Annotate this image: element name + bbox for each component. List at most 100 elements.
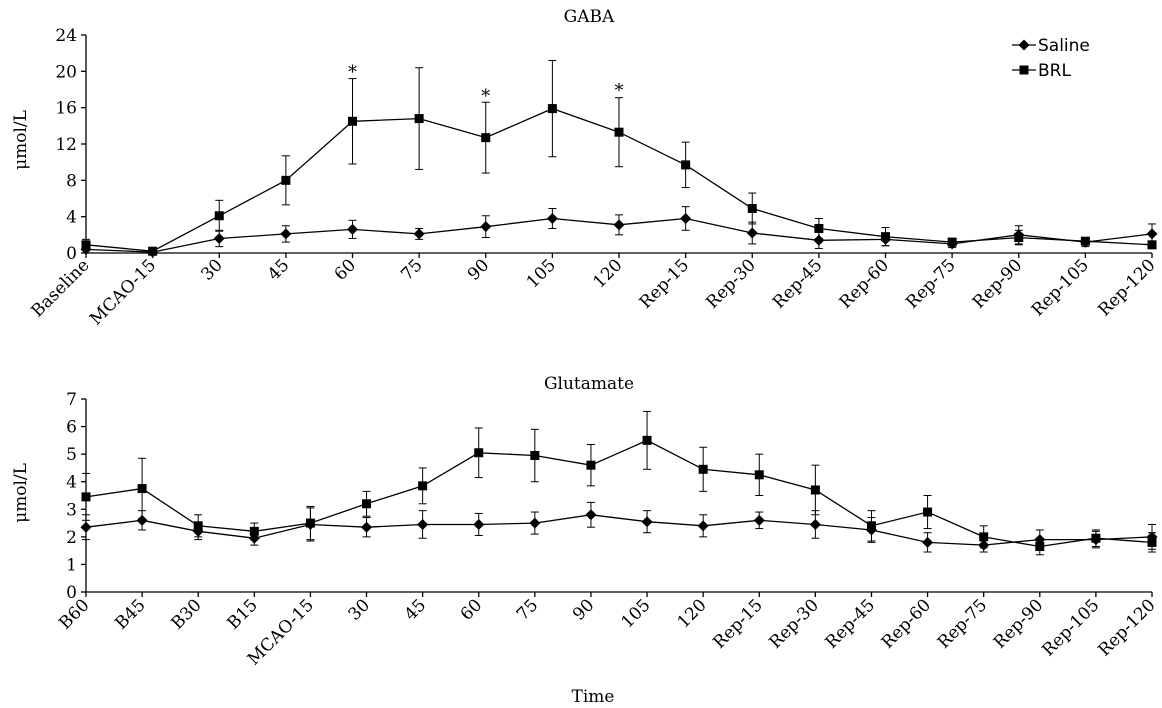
- glutamate-brl-line: [85, 439, 1153, 548]
- glutamate-x-tick-label: 45: [401, 595, 430, 624]
- glutamate-y-tick-label: 1: [66, 555, 77, 575]
- gaba-x-tick-label: Rep-30: [702, 255, 759, 312]
- glutamate-x-tick-label: B30: [167, 595, 205, 633]
- glutamate-y-tick-label: 4: [66, 473, 77, 493]
- glutamate-saline-point: [809, 518, 821, 530]
- glutamate-x-tick-label: B60: [55, 595, 93, 633]
- gaba-significance-marker: *: [481, 86, 490, 107]
- glutamate-saline-point: [585, 509, 597, 521]
- gaba-brl-point: [814, 223, 824, 233]
- glutamate-saline-point: [80, 521, 92, 533]
- glutamate-brl-point: [418, 481, 428, 491]
- glutamate-saline-point: [361, 521, 373, 533]
- glutamate-saline-point: [641, 516, 653, 528]
- legend-saline-diamond-marker: [1018, 39, 1030, 51]
- glutamate-saline-point: [753, 514, 765, 526]
- legend-item-brl: BRL: [1012, 61, 1071, 81]
- gaba-y-tick-label: 12: [55, 135, 77, 155]
- glutamate-brl-point: [698, 464, 708, 474]
- glutamate-saline-line: [85, 514, 1153, 546]
- gaba-y-tick-label: 4: [66, 208, 77, 228]
- gaba-x-tick-label: Baseline: [28, 255, 94, 321]
- gaba-brl-point: [547, 104, 557, 114]
- glutamate-x-tick-label: B15: [224, 595, 262, 633]
- gaba-x-tick-label: 105: [523, 255, 560, 292]
- glutamate-x-tick-label: Rep-90: [990, 595, 1047, 652]
- glutamate-x-tick-label: 105: [617, 595, 654, 632]
- gaba-x-tick-label: 45: [264, 255, 293, 284]
- glutamate-saline-point: [473, 518, 485, 530]
- glutamate-x-tick-label: Rep-45: [822, 595, 879, 652]
- gaba-brl-point: [214, 211, 224, 221]
- glutamate-brl-point: [1091, 533, 1101, 543]
- gaba-y-tick-label: 0: [66, 244, 77, 264]
- gaba-x-tick-label: 90: [464, 255, 493, 284]
- gaba-brl-point: [281, 175, 291, 185]
- gaba-saline-point: [813, 234, 825, 246]
- glutamate-x-tick-label: 90: [569, 595, 598, 624]
- glutamate-brl-point: [81, 492, 91, 502]
- glutamate-brl-point: [866, 521, 876, 531]
- gaba-saline-point: [347, 223, 358, 235]
- gaba-saline-point: [546, 212, 558, 224]
- gaba-brl-point: [1080, 236, 1090, 246]
- legend-label-brl: BRL: [1038, 61, 1071, 81]
- glutamate-saline-point: [697, 520, 709, 532]
- glutamate-saline-point: [529, 517, 541, 529]
- glutamate-brl-point: [305, 518, 315, 528]
- glutamate-brl-point: [642, 435, 652, 445]
- glutamate-y-tick-label: 5: [66, 445, 77, 465]
- glutamate-x-tick-label: 120: [674, 595, 711, 632]
- gaba-y-axis-label: μmol/L: [11, 110, 31, 170]
- glutamate-x-tick-label: Rep-60: [878, 595, 935, 652]
- glutamate-y-tick-label: 7: [66, 390, 77, 410]
- glutamate-x-tick-label: Rep-30: [766, 595, 823, 652]
- glutamate-y-tick-label: 3: [66, 500, 77, 520]
- gaba-saline-point: [1146, 228, 1158, 240]
- glutamate-brl-point: [530, 451, 540, 461]
- gaba-brl-point: [148, 246, 158, 256]
- legend-brl-square-marker: [1019, 65, 1029, 75]
- glutamate-brl-point: [1147, 537, 1157, 547]
- gaba-brl-point: [747, 203, 757, 213]
- gaba-significance-marker: *: [615, 80, 624, 101]
- gaba-x-tick-label: Rep-15: [636, 255, 693, 312]
- glutamate-x-tick-label: 60: [457, 595, 486, 624]
- glutamate-y-axis-label: μmol/L: [11, 463, 31, 523]
- legend-item-saline: Saline: [1012, 36, 1090, 56]
- gaba-brl-point: [1014, 233, 1024, 243]
- gaba-x-tick-label: Rep-90: [969, 255, 1026, 312]
- gaba-y-tick-label: 16: [55, 99, 77, 119]
- glutamate-x-tick-label: Rep-15: [709, 595, 766, 652]
- glutamate-brl-point: [474, 448, 484, 458]
- gaba-y-tick-label: 8: [66, 171, 77, 191]
- gaba-brl-point: [947, 237, 957, 247]
- gaba-y-tick-label: 24: [55, 26, 77, 46]
- gaba-brl-point: [1147, 240, 1157, 250]
- gaba-saline-point: [280, 228, 292, 240]
- gaba-saline-point: [413, 228, 425, 240]
- glutamate-brl-point: [362, 499, 372, 509]
- gaba-saline-point: [746, 227, 758, 239]
- gaba-significance-marker: *: [348, 62, 357, 83]
- glutamate-saline-point: [136, 514, 148, 526]
- gaba-brl-point: [614, 127, 624, 137]
- glutamate-brl-point: [979, 532, 989, 542]
- glutamate-brl-point: [923, 507, 933, 517]
- gaba-brl-point: [414, 114, 424, 124]
- glutamate-x-tick-label: B45: [111, 595, 149, 633]
- gaba-brl-point: [348, 116, 357, 126]
- gaba-x-tick-label: 75: [397, 255, 426, 284]
- glutamate-brl-point: [586, 460, 596, 470]
- gaba-saline-point: [680, 212, 692, 224]
- glutamate-x-tick-label: Rep-75: [934, 595, 991, 652]
- gaba-y-tick-label: 20: [55, 62, 77, 82]
- gaba-x-tick-label: MCAO-15: [86, 255, 160, 329]
- glutamate-saline-point: [922, 536, 934, 548]
- gaba-x-tick-label: 60: [331, 255, 360, 284]
- gaba-brl-point: [481, 133, 491, 143]
- gaba-x-tick-label: Rep-120: [1095, 255, 1160, 320]
